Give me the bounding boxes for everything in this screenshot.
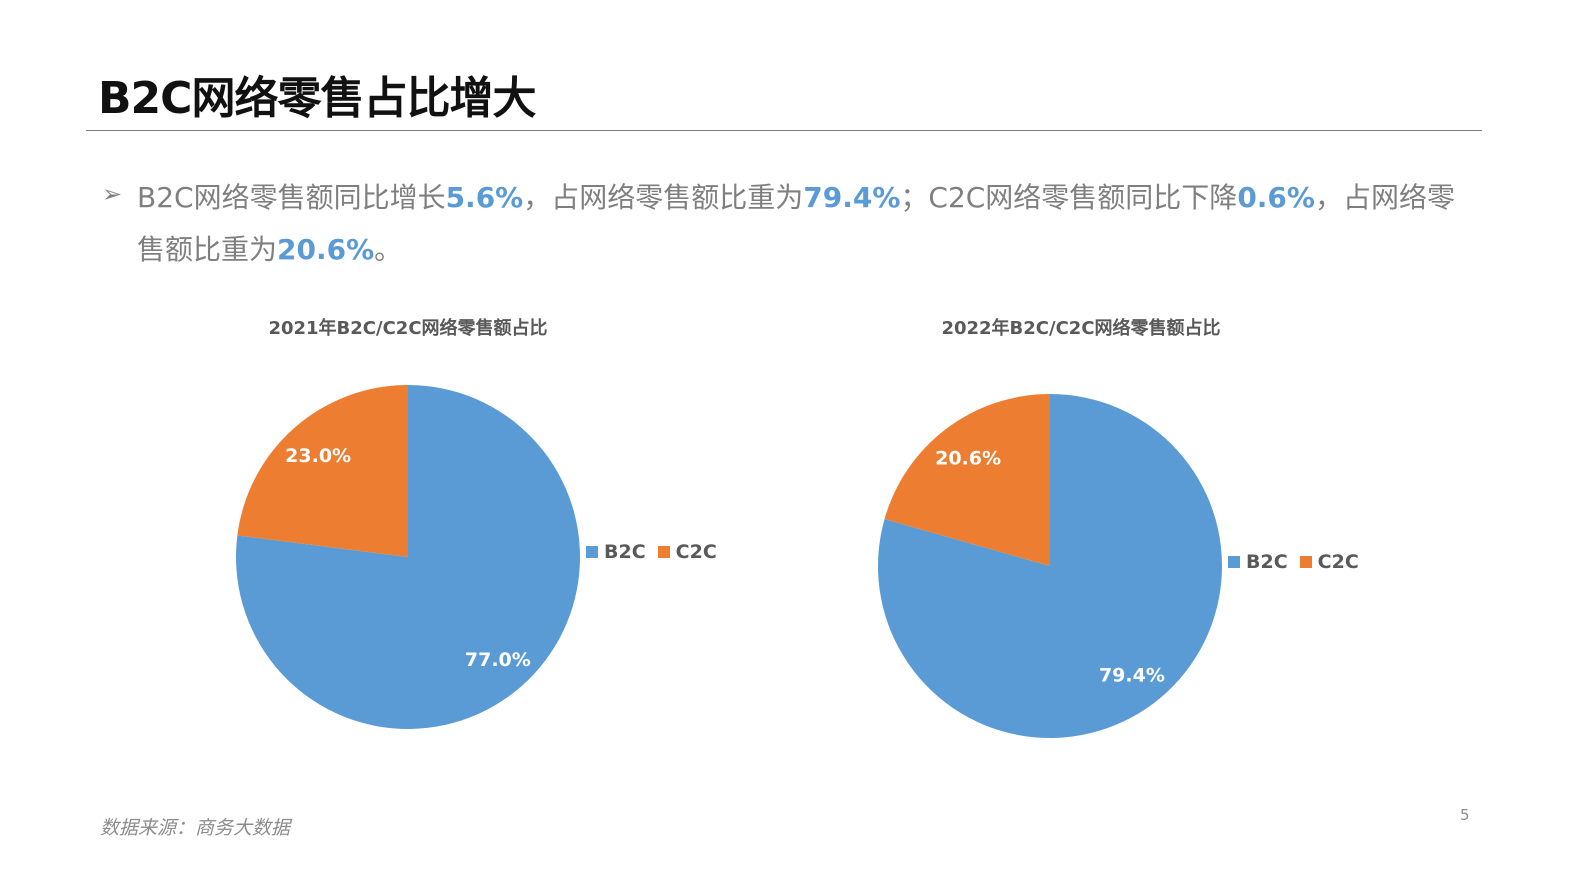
data-source: 数据来源：商务大数据 [100, 817, 291, 839]
pie-slice-c2c [884, 394, 1050, 566]
data-label-b2c: 77.0% [465, 649, 531, 671]
bullet-segment: ，占网络零售额比重为 [137, 181, 1455, 266]
bullet-highlight: 0.6% [1237, 181, 1315, 214]
chart-title-2022: 2022年B2C/C2C网络零售额占比 [941, 318, 1221, 339]
bullet-highlight: 79.4% [803, 181, 901, 214]
bullet-highlight: 5.6% [445, 181, 524, 214]
data-label-c2c: 23.0% [285, 445, 351, 467]
legend-swatch-c2c [1299, 556, 1312, 568]
bullet-text: B2C网络零售额同比增长5.6%，占网络零售额比重为79.4%；C2C网络零售额… [137, 172, 1477, 276]
legend-label-c2c: C2C [675, 541, 717, 563]
legend-label-b2c: B2C [1246, 551, 1288, 573]
legend-swatch-c2c [657, 546, 670, 558]
bullet-highlight: 20.6% [277, 233, 375, 266]
legend-2022: B2C C2C [1228, 551, 1359, 573]
legend-swatch-b2c [586, 546, 598, 558]
title-divider [86, 130, 1482, 131]
legend-label-c2c: C2C [1317, 551, 1359, 573]
legend-swatch-b2c [1228, 556, 1240, 568]
bullet-segment: ；C2C网络零售额同比下降 [900, 181, 1238, 214]
data-label-b2c: 79.4% [1099, 664, 1165, 686]
data-label-c2c: 20.6% [935, 448, 1001, 470]
legend-2021: B2C C2C [586, 541, 717, 563]
pie-slice-c2c [237, 385, 408, 557]
legend-label-b2c: B2C [604, 541, 646, 563]
chart-title-2021: 2021年B2C/C2C网络零售额占比 [268, 318, 548, 339]
bullet-segment: 。 [374, 233, 403, 266]
bullet-segment: ，占网络零售额比重为 [523, 181, 804, 214]
arrow-bullet-icon: ➢ [102, 180, 123, 208]
bullet-segment: B2C网络零售额同比增长 [137, 181, 446, 214]
page-number: 5 [1460, 806, 1470, 824]
slide-title: B2C网络零售占比增大 [98, 73, 536, 124]
